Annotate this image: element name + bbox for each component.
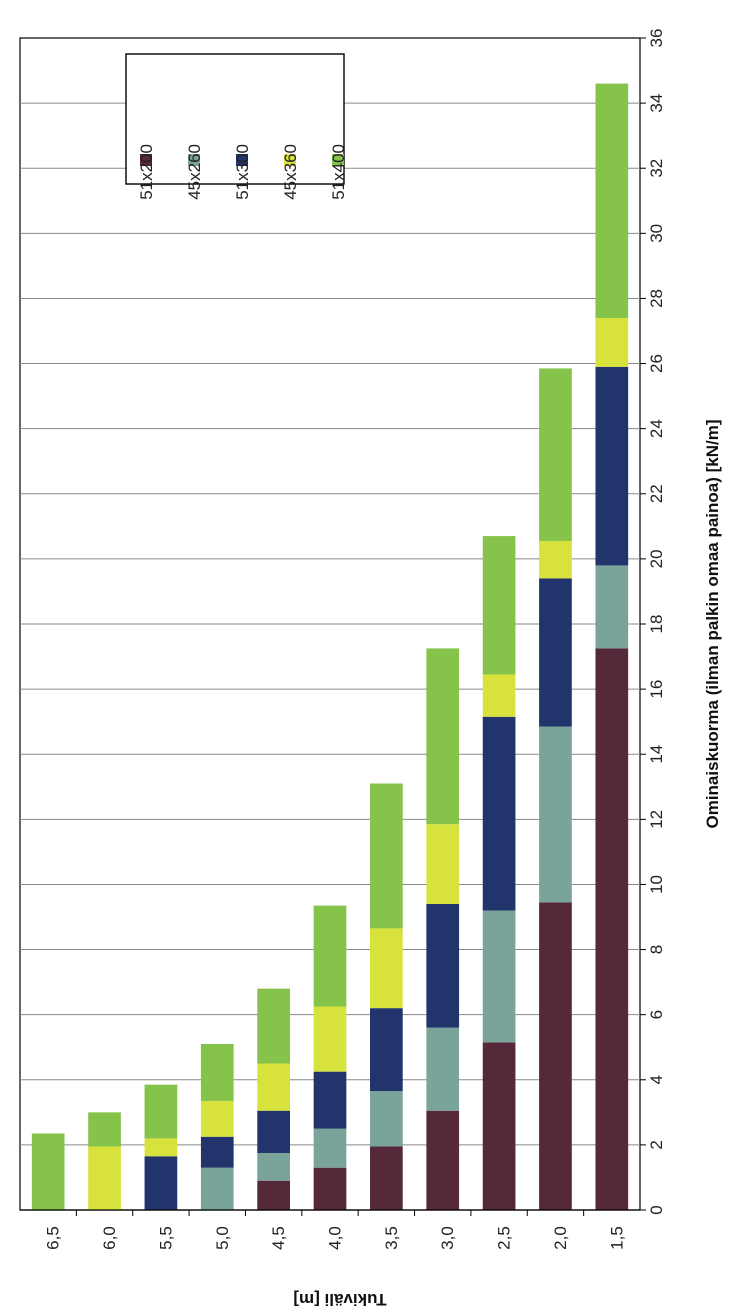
value-tick-label: 2: [647, 1140, 666, 1149]
value-tick-label: 20: [647, 549, 666, 568]
bar-segment: [257, 988, 290, 1064]
bar-segment: [482, 716, 516, 911]
bar-segment: [370, 1008, 403, 1092]
bar-segment: [144, 1138, 178, 1157]
bar-segment: [539, 368, 572, 541]
bar-segment: [539, 540, 572, 579]
bar-segment: [539, 578, 572, 727]
bar-segment: [595, 317, 629, 367]
bar-segment: [539, 726, 572, 903]
bar-segment: [426, 903, 460, 1028]
bar-segment: [200, 1043, 234, 1101]
bar-segment: [426, 1027, 460, 1111]
category-tick-label: 5,5: [156, 1226, 175, 1250]
bar-segment: [370, 928, 403, 1009]
legend-label: 51x200: [137, 144, 156, 200]
value-tick-label: 8: [647, 945, 666, 954]
bar-segment: [313, 1167, 347, 1210]
value-tick-label: 4: [647, 1075, 666, 1084]
value-tick-label: 32: [647, 159, 666, 178]
value-tick-label: 34: [647, 94, 666, 113]
legend-swatch: [188, 154, 200, 166]
bars: [31, 83, 629, 1210]
value-tick-label: 30: [647, 224, 666, 243]
value-tick-label: 26: [647, 354, 666, 373]
bar-segment: [257, 1153, 290, 1181]
value-tick-label: 18: [647, 615, 666, 634]
y-axis-title: Ominaiskuorma (ilman palkin omaa painoa)…: [703, 419, 722, 828]
bar-segment: [482, 674, 516, 717]
legend-label: 45x260: [185, 144, 204, 200]
bar-segment: [88, 1112, 121, 1147]
bar-segment: [144, 1084, 178, 1139]
value-tick-label: 16: [647, 680, 666, 699]
bar-segment: [595, 648, 629, 1210]
value-tick-label: 12: [647, 810, 666, 829]
bar-segment: [482, 910, 516, 1043]
bar-segment: [370, 1091, 403, 1147]
bar-segment: [31, 1133, 65, 1210]
legend-swatch: [332, 154, 344, 166]
legend-label: 51x400: [329, 144, 348, 200]
category-tick-label: 2,0: [551, 1226, 570, 1250]
bar-segment: [482, 536, 516, 675]
category-tick-label: 4,5: [269, 1226, 288, 1250]
bar-segment: [257, 1180, 290, 1210]
bar-segment: [313, 905, 347, 1007]
bar-segment: [88, 1146, 121, 1210]
value-tick-label: 36: [647, 29, 666, 48]
category-tick-label: 4,0: [325, 1226, 344, 1250]
legend: 51x200 45x260 51x300 45x360 51x400: [125, 53, 348, 200]
bar-segment: [539, 902, 572, 1210]
legend-label: 45x360: [281, 144, 300, 200]
value-tick-label: 10: [647, 875, 666, 894]
legend-swatch: [140, 154, 152, 166]
category-tick-label: 5,0: [213, 1226, 232, 1250]
x-axis-title: Tukiväli [m]: [293, 1290, 386, 1309]
category-tick-label: 3,5: [382, 1226, 401, 1250]
bar-segment: [426, 824, 460, 904]
value-tick-label: 28: [647, 289, 666, 308]
category-tick-label: 1,5: [607, 1226, 626, 1250]
bar-segment: [200, 1136, 234, 1168]
bar-segment: [595, 366, 629, 566]
bar-segment: [370, 783, 403, 929]
value-tick-label: 6: [647, 1010, 666, 1019]
legend-swatch: [284, 154, 296, 166]
bar-segment: [200, 1100, 234, 1137]
bar-segment: [595, 83, 629, 318]
bar-segment: [426, 648, 460, 825]
category-tick-label: 2,5: [495, 1226, 514, 1250]
bar-segment: [257, 1110, 290, 1154]
bar-segment: [257, 1063, 290, 1111]
category-tick-label: 3,0: [438, 1226, 457, 1250]
category-tick-label: 6,5: [44, 1226, 63, 1250]
gridlines: [20, 37, 646, 1211]
legend-swatch: [236, 154, 248, 166]
bar-segment: [200, 1167, 234, 1210]
value-tick-label: 0: [647, 1205, 666, 1214]
legend-label: 51x300: [233, 144, 252, 200]
value-tick-label: 22: [647, 484, 666, 503]
legend-box: [125, 53, 345, 185]
bar-segment: [144, 1156, 178, 1210]
category-tick-label: 6,0: [100, 1226, 119, 1250]
bar-segment: [313, 1071, 347, 1129]
value-tick-label: 14: [647, 745, 666, 764]
bar-segment: [313, 1128, 347, 1168]
bar-segment: [595, 565, 629, 649]
value-tick-label: 24: [647, 419, 666, 438]
bar-segment: [370, 1146, 403, 1210]
bar-segment: [482, 1042, 516, 1210]
bar-segment: [313, 1006, 347, 1072]
category-tick-labels: 6,5 6,0 5,5 5,0 4,5 4,0 3,5 3,0 2,5 2,0 1,5: [44, 1210, 626, 1250]
bar-segment: [426, 1110, 460, 1210]
